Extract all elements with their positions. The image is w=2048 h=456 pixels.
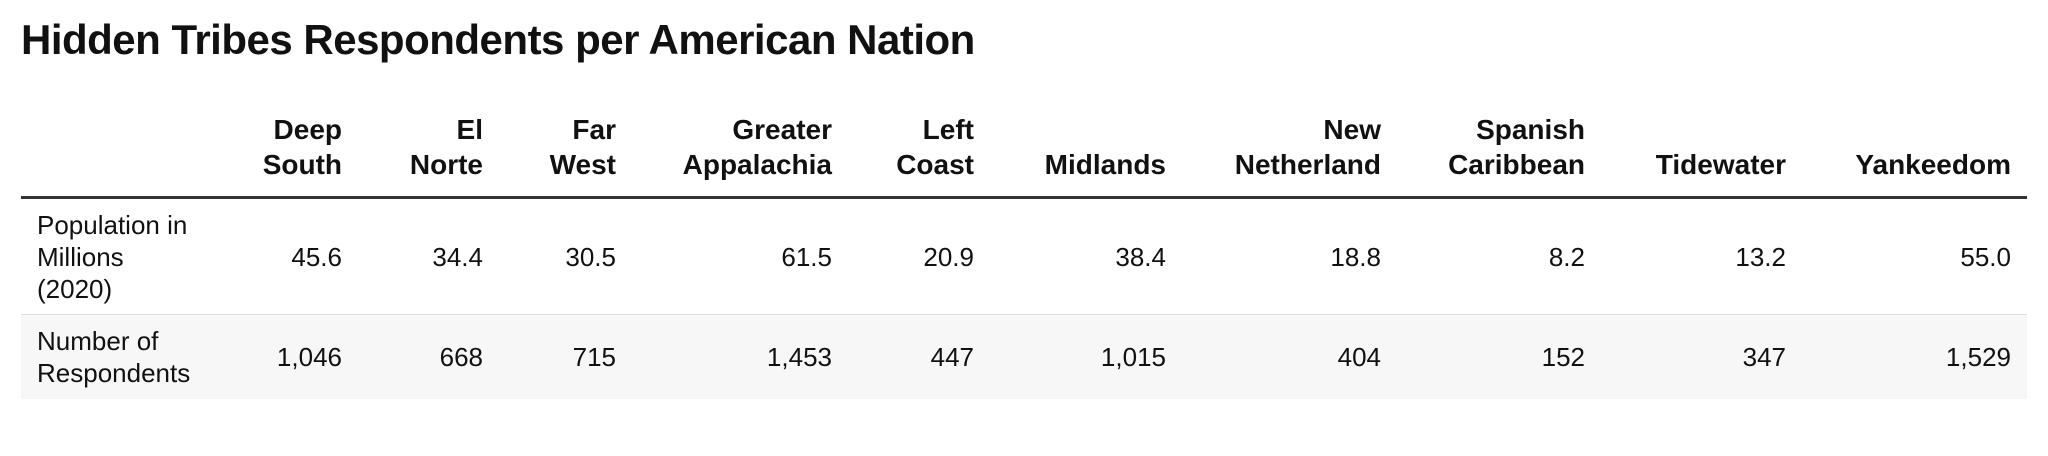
column-header-text: Greater Appalachia bbox=[682, 114, 833, 180]
column-header: Midlands bbox=[990, 112, 1182, 199]
column-header: Greater Appalachia bbox=[632, 112, 848, 199]
row-label: Population in Millions (2020) bbox=[21, 197, 229, 315]
column-header-text: New Netherland bbox=[1234, 114, 1381, 180]
column-header: New Netherland bbox=[1182, 112, 1397, 199]
table-cell: 13.2 bbox=[1601, 197, 1802, 315]
column-header: Tidewater bbox=[1601, 112, 1802, 199]
table-cell: 55.0 bbox=[1802, 197, 2027, 315]
column-header-text: Spanish Caribbean bbox=[1448, 114, 1586, 180]
column-header: Spanish Caribbean bbox=[1397, 112, 1601, 199]
table-cell: 20.9 bbox=[848, 197, 990, 315]
table-cell: 34.4 bbox=[358, 197, 499, 315]
column-header: Deep South bbox=[229, 112, 358, 199]
table-cell: 30.5 bbox=[499, 197, 632, 315]
table-cell: 1,529 bbox=[1802, 314, 2027, 399]
column-header: El Norte bbox=[358, 112, 499, 199]
column-header-text: El Norte bbox=[409, 114, 483, 180]
table-cell: 668 bbox=[358, 314, 499, 399]
table-cell: 38.4 bbox=[990, 197, 1182, 315]
column-header-text: Far West bbox=[549, 114, 616, 180]
table-cell: 1,453 bbox=[632, 314, 848, 399]
column-header-text: Midlands bbox=[1044, 149, 1166, 180]
table-cell: 61.5 bbox=[632, 197, 848, 315]
table-cell: 404 bbox=[1182, 314, 1397, 399]
column-header-text: Deep South bbox=[262, 114, 342, 180]
column-header-text: Yankeedom bbox=[1855, 149, 2011, 180]
table-body: Population in Millions (2020) 45.6 34.4 30.… bbox=[21, 197, 2027, 399]
table-cell: 1,015 bbox=[990, 314, 1182, 399]
table-row: Number of Respondents 1,046 668 715 1,453 447… bbox=[21, 314, 2027, 399]
data-table: Deep South El Norte Far West Greater Appala… bbox=[21, 112, 2027, 399]
table-cell: 715 bbox=[499, 314, 632, 399]
header-row: Deep South El Norte Far West Greater Appala… bbox=[21, 112, 2027, 199]
table-cell: 8.2 bbox=[1397, 197, 1601, 315]
table-row: Population in Millions (2020) 45.6 34.4 30.… bbox=[21, 197, 2027, 315]
table-cell: 18.8 bbox=[1182, 197, 1397, 315]
table-cell: 45.6 bbox=[229, 197, 358, 315]
column-header: Left Coast bbox=[848, 112, 990, 199]
table-cell: 347 bbox=[1601, 314, 1802, 399]
row-label: Number of Respondents bbox=[21, 314, 229, 399]
table-cell: 152 bbox=[1397, 314, 1601, 399]
corner-cell bbox=[21, 112, 229, 199]
column-header-text: Tidewater bbox=[1655, 149, 1786, 180]
column-header: Yankeedom bbox=[1802, 112, 2027, 199]
title: Hidden Tribes Respondents per American N… bbox=[21, 16, 975, 63]
column-header-text: Left Coast bbox=[896, 114, 974, 180]
table-cell: 1,046 bbox=[229, 314, 358, 399]
table-cell: 447 bbox=[848, 314, 990, 399]
column-header: Far West bbox=[499, 112, 632, 199]
